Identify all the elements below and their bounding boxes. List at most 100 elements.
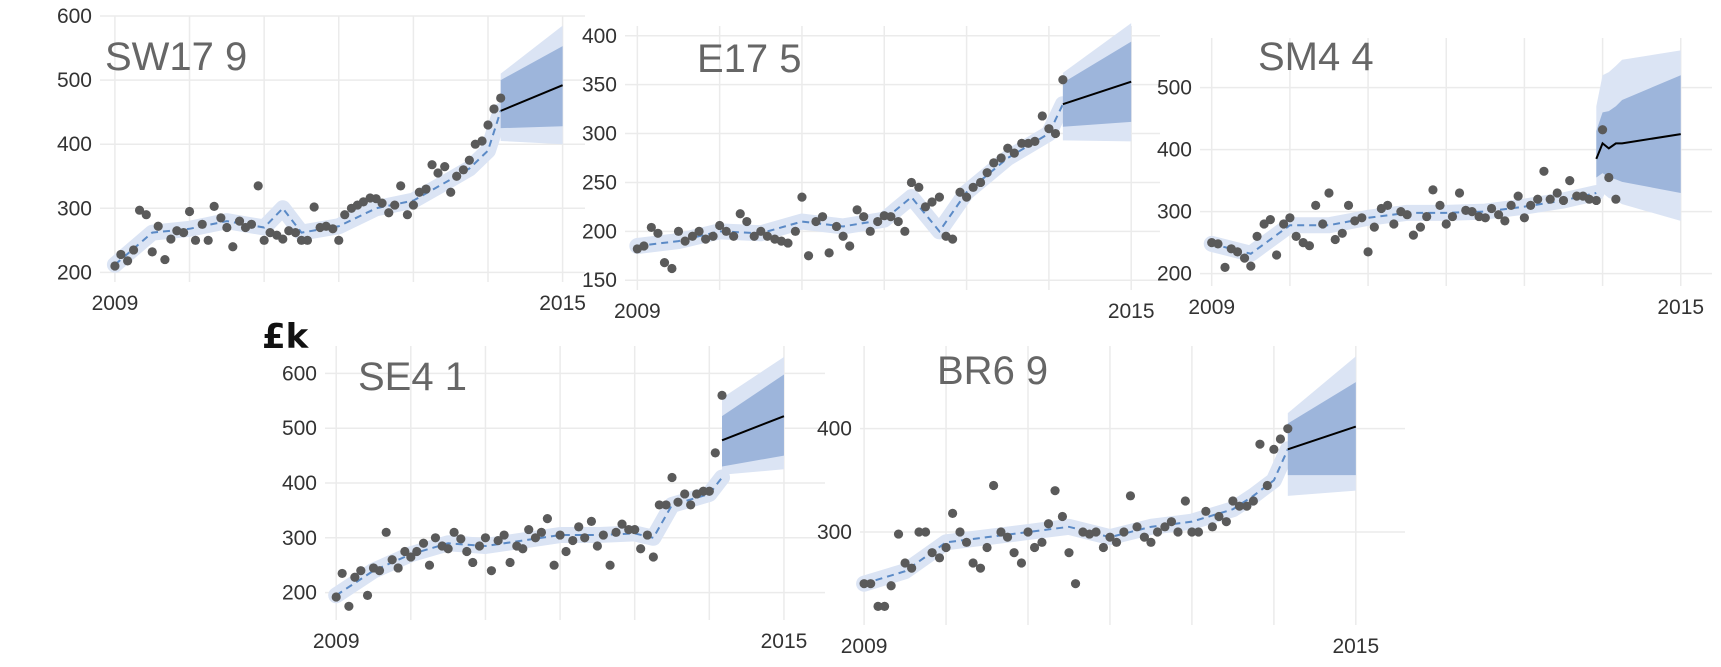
data-point <box>592 541 602 551</box>
data-point <box>493 535 503 546</box>
data-point <box>1441 219 1451 229</box>
data-point <box>337 568 347 579</box>
y-tick-label: 400 <box>1157 139 1192 162</box>
data-point <box>1486 203 1497 214</box>
data-point <box>654 500 664 510</box>
data-point <box>1428 185 1438 195</box>
data-point <box>390 200 400 210</box>
data-point <box>1283 424 1293 434</box>
data-point <box>824 248 834 258</box>
data-point <box>1234 501 1245 511</box>
x-tick-label: 2015 <box>539 292 586 315</box>
data-point <box>542 514 552 524</box>
data-point <box>982 542 992 553</box>
data-point <box>1565 176 1575 186</box>
data-point <box>694 226 704 236</box>
data-point <box>340 210 350 220</box>
data-point <box>1023 527 1033 537</box>
data-point <box>1050 128 1061 139</box>
y-tick-label: 500 <box>1157 77 1192 100</box>
y-tick-label: 200 <box>582 220 617 243</box>
y-tick-label: 200 <box>282 582 317 605</box>
data-point <box>474 541 485 551</box>
data-point <box>1318 219 1328 229</box>
data-point <box>1533 194 1543 204</box>
y-tick-label: 400 <box>817 418 852 441</box>
data-point <box>661 500 671 510</box>
data-point <box>900 226 910 236</box>
x-tick-label: 2009 <box>1188 296 1235 319</box>
data-point <box>362 590 373 600</box>
data-point <box>886 212 896 222</box>
data-point <box>1050 486 1060 496</box>
data-point <box>1064 548 1074 558</box>
data-point <box>1454 188 1465 198</box>
data-point <box>110 261 120 271</box>
data-point <box>866 579 876 589</box>
data-point <box>989 158 999 168</box>
panel-title: SE4 1 <box>358 355 467 399</box>
data-point <box>446 187 456 197</box>
data-point <box>1275 434 1286 444</box>
data-point <box>486 566 497 576</box>
data-point <box>153 221 163 231</box>
data-point <box>1160 522 1170 532</box>
data-point <box>721 226 731 236</box>
forecast-inner-interval <box>1596 75 1681 193</box>
data-point <box>568 535 578 546</box>
data-point <box>1272 250 1282 260</box>
data-point <box>1526 200 1536 210</box>
data-point <box>873 216 883 227</box>
data-point <box>1558 195 1569 206</box>
data-point <box>636 544 646 554</box>
data-point <box>1220 262 1230 272</box>
data-point <box>1291 231 1301 241</box>
data-point <box>1016 558 1027 568</box>
data-point <box>1422 211 1432 222</box>
y-tick-label: 400 <box>582 25 617 48</box>
data-point <box>1246 261 1256 271</box>
panel-title: SW17 9 <box>105 35 247 79</box>
y-tick-label: 300 <box>282 527 317 550</box>
data-point <box>499 530 509 540</box>
data-point <box>396 181 406 191</box>
data-point <box>464 155 474 165</box>
data-point <box>1070 579 1081 589</box>
data-point <box>1500 216 1510 226</box>
fit-band <box>328 469 731 604</box>
data-point <box>1152 527 1163 537</box>
data-point <box>586 516 597 526</box>
panel-3: 200 300 400 500 600 2009 2015 SE4 1 <box>282 346 825 653</box>
data-point <box>859 212 869 222</box>
data-point <box>879 601 890 612</box>
data-point <box>222 222 232 233</box>
forecast-mean-line <box>1287 425 1357 451</box>
data-point <box>400 546 410 557</box>
data-point <box>406 552 416 562</box>
panel-4: 300 400 2009 2015 BR6 9 <box>817 346 1405 658</box>
data-point <box>1611 194 1621 204</box>
data-point <box>253 181 263 191</box>
y-tick-label: 600 <box>57 5 92 28</box>
data-point <box>483 120 493 130</box>
data-point <box>234 216 245 226</box>
forecast-mean-line <box>1062 80 1132 106</box>
data-point <box>975 177 986 188</box>
data-point <box>790 226 800 236</box>
data-point <box>927 197 937 207</box>
data-point <box>667 472 677 483</box>
data-point <box>328 224 338 234</box>
data-point <box>1513 191 1523 201</box>
y-tick-label: 300 <box>817 521 852 544</box>
data-point <box>680 489 690 499</box>
data-point <box>358 197 368 207</box>
data-point <box>1265 215 1275 225</box>
data-point <box>852 205 862 215</box>
data-point <box>1545 194 1555 204</box>
data-point <box>803 251 814 261</box>
data-point <box>648 552 658 562</box>
data-point <box>1597 125 1608 135</box>
data-point <box>845 241 855 251</box>
data-point <box>934 192 945 202</box>
